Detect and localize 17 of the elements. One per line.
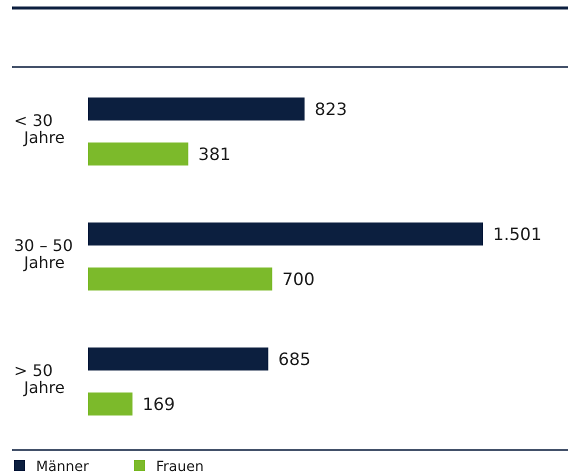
data-label: 823 — [314, 100, 348, 120]
data-label: 700 — [282, 270, 315, 290]
data-label: 381 — [198, 145, 231, 165]
y-tick-label: > 50 Jahre — [14, 361, 65, 397]
legend-label: Männer — [36, 459, 90, 474]
bar — [88, 392, 132, 416]
y-tick-label: < 30 Jahre — [14, 111, 65, 147]
y-tick-label: 30 – 50 Jahre — [14, 236, 73, 272]
bar — [88, 222, 483, 246]
legend-label: Frauen — [156, 459, 204, 474]
bar — [88, 142, 188, 166]
data-label: 169 — [142, 395, 175, 415]
bar — [88, 98, 305, 120]
data-label: 685 — [278, 350, 311, 370]
data-label: 1.501 — [493, 225, 542, 245]
bar — [88, 268, 272, 290]
bar — [88, 348, 268, 370]
